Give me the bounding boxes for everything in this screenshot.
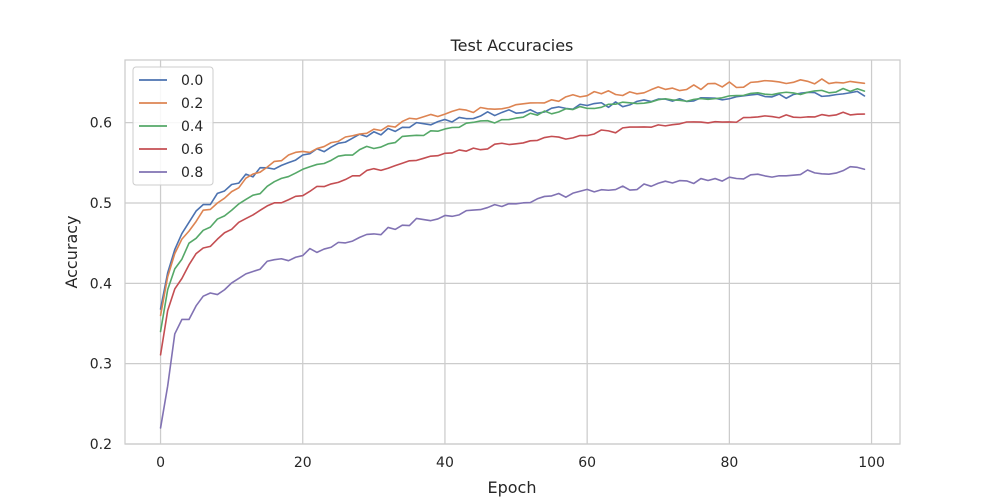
series-line-0.4: [159, 87, 866, 333]
series-lines: [159, 78, 866, 429]
y-tick-label: 0.6: [90, 116, 112, 132]
y-tick-label: 0.5: [90, 196, 112, 212]
legend-label-0.2: 0.2: [181, 96, 203, 112]
y-axis-title: Accuracy: [62, 215, 81, 288]
y-tick-label: 0.4: [90, 276, 112, 292]
plot-frame: [124, 59, 901, 445]
series-line-0.6: [159, 111, 866, 356]
legend-label-0.4: 0.4: [181, 119, 203, 135]
series-line-0.2: [159, 78, 866, 317]
legend-box: [132, 66, 214, 186]
x-tick-label: 100: [858, 455, 885, 471]
y-tick-labels: 0.2 0.3 0.4 0.5 0.6: [90, 116, 112, 453]
x-tick-label: 60: [578, 455, 596, 471]
legend-label-0.8: 0.8: [181, 165, 203, 181]
series-line-0.8: [159, 165, 866, 429]
series-line-0.0: [159, 90, 866, 310]
x-tick-label: 0: [156, 455, 165, 471]
legend-label-0.0: 0.0: [181, 73, 203, 89]
y-tick-label: 0.3: [90, 357, 112, 373]
chart-title: Test Accuracies: [450, 36, 574, 55]
x-axis-title: Epoch: [488, 478, 537, 497]
x-tick-label: 20: [294, 455, 312, 471]
y-tick-label: 0.2: [90, 437, 112, 453]
plot-area: [125, 60, 900, 444]
x-tick-labels: 0 20 40 60 80 100: [156, 455, 885, 471]
legend-label-0.6: 0.6: [181, 142, 203, 158]
x-tick-label: 40: [436, 455, 454, 471]
x-tick-label: 80: [720, 455, 738, 471]
legend: 0.0 0.2 0.4 0.6 0.8: [132, 66, 214, 186]
